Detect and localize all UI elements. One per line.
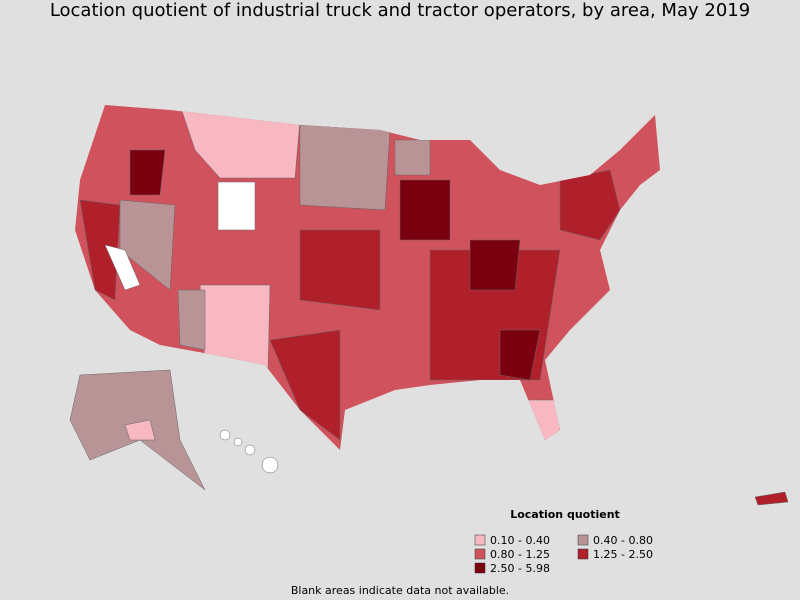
no-data-area: [217, 181, 256, 231]
legend-swatch: [474, 534, 486, 546]
legend-label: 2.50 - 5.98: [490, 562, 550, 575]
other-areas: [69, 369, 789, 506]
hawaii: [233, 437, 243, 447]
legend-swatch: [577, 548, 589, 560]
region: [394, 139, 431, 176]
region: [79, 199, 121, 301]
legend-label: 0.80 - 1.25: [490, 548, 550, 561]
legend-swatch: [577, 534, 589, 546]
no-data-area: [104, 244, 141, 291]
region: [177, 289, 206, 351]
region: [469, 239, 521, 291]
alaska-region: [124, 419, 156, 441]
region: [499, 329, 541, 381]
legend-title: Location quotient: [510, 508, 620, 521]
map-title: Location quotient of industrial truck an…: [50, 0, 750, 21]
legend-label: 0.10 - 0.40: [490, 534, 550, 547]
region: [119, 199, 176, 291]
region: [399, 179, 451, 241]
region: [269, 329, 341, 441]
hawaii: [244, 444, 256, 456]
hawaii: [219, 429, 231, 441]
legend-label: 0.40 - 0.80: [593, 534, 653, 547]
legend-swatch: [474, 562, 486, 574]
region: [559, 169, 621, 241]
hawaii: [261, 456, 279, 474]
region: [129, 149, 166, 196]
legend: 0.10 - 0.40 0.40 - 0.80 0.80 - 1.25 1.25 - …: [474, 534, 653, 575]
region: [299, 124, 391, 211]
legend-swatch: [474, 548, 486, 560]
region: [299, 229, 381, 311]
puerto-rico: [754, 491, 789, 506]
legend-label: 1.25 - 2.50: [593, 548, 653, 561]
footnote: Blank areas indicate data not available.: [291, 584, 509, 597]
